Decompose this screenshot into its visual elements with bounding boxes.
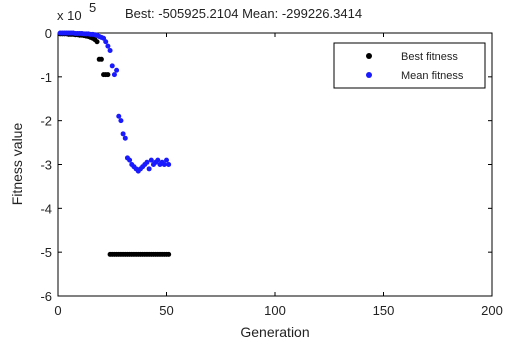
x-tick-label: 200 xyxy=(481,303,503,318)
y-multiplier-label: x 10 xyxy=(57,8,82,23)
y-axis-label: Fitness value xyxy=(9,123,25,206)
legend: Best fitness Mean fitness xyxy=(333,42,486,89)
y-tick-label: -4 xyxy=(40,201,52,216)
mean-fitness-point xyxy=(127,157,133,163)
legend-marker-mean xyxy=(366,72,372,78)
mean-fitness-point xyxy=(144,159,150,165)
mean-fitness-point xyxy=(146,166,152,172)
best-fitness-point xyxy=(94,39,100,45)
mean-fitness-point xyxy=(155,157,161,163)
mean-fitness-point xyxy=(109,63,115,69)
x-axis: 0 50 100 150 200 xyxy=(54,33,503,318)
y-tick-label: -3 xyxy=(40,158,52,173)
mean-fitness-point xyxy=(118,118,124,124)
best-fitness-point xyxy=(98,56,104,62)
mean-fitness-point xyxy=(148,157,154,163)
mean-fitness-point xyxy=(116,113,122,119)
mean-fitness-point xyxy=(105,43,111,49)
y-tick-label: -6 xyxy=(40,289,52,304)
mean-fitness-point xyxy=(111,72,117,78)
best-fitness-point xyxy=(166,251,172,257)
mean-fitness-point xyxy=(164,157,169,163)
chart-title: Best: -505925.2104 Mean: -299226.3414 xyxy=(125,6,362,21)
y-multiplier-exponent: 5 xyxy=(89,0,96,15)
legend-label-best: Best fitness xyxy=(401,51,458,63)
mean-fitness-point xyxy=(122,135,128,141)
x-tick-label: 150 xyxy=(373,303,395,318)
x-tick-label: 50 xyxy=(159,303,173,318)
y-axis: 0 -1 -2 -3 -4 -5 -6 xyxy=(40,26,492,304)
y-tick-label: -1 xyxy=(40,70,52,85)
y-tick-label: -5 xyxy=(40,245,52,260)
y-tick-label: -2 xyxy=(40,114,52,129)
legend-label-mean: Mean fitness xyxy=(401,70,464,82)
mean-fitness-point xyxy=(166,162,172,167)
x-tick-label: 100 xyxy=(264,303,286,318)
mean-fitness-point xyxy=(120,131,126,137)
legend-box xyxy=(333,42,486,89)
x-axis-label: Generation xyxy=(240,324,309,340)
y-tick-label: 0 xyxy=(45,26,52,41)
mean-fitness-point xyxy=(161,162,167,167)
x-tick-label: 0 xyxy=(54,303,61,318)
mean-fitness-point xyxy=(107,48,113,54)
mean-fitness-point xyxy=(103,39,109,45)
best-fitness-point xyxy=(105,72,111,78)
mean-fitness-point xyxy=(114,67,120,73)
legend-marker-best xyxy=(366,53,372,59)
data-points xyxy=(57,30,172,257)
